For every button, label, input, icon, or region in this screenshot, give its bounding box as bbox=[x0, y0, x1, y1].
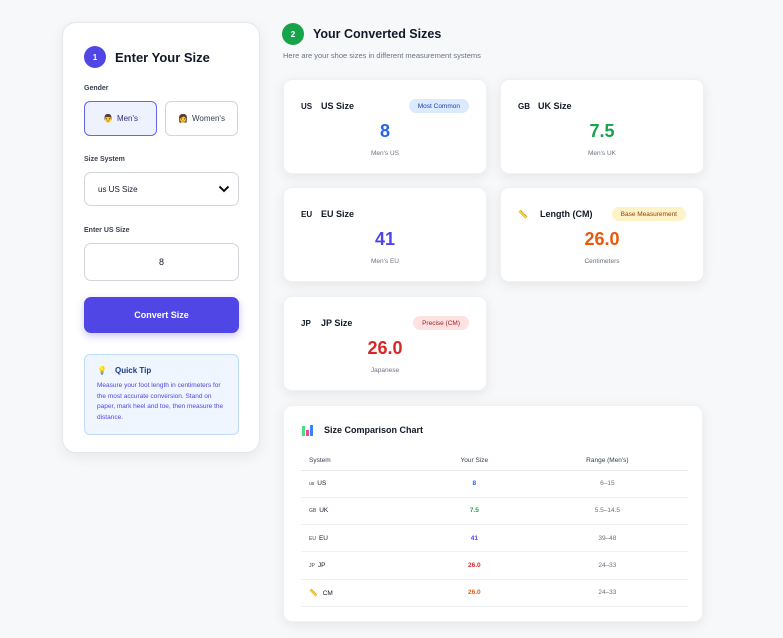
precise-cm-badge: Precise (CM) bbox=[413, 316, 469, 330]
results-title: Your Converted Sizes bbox=[313, 27, 442, 41]
gender-mens-button[interactable]: 👨 Men's bbox=[84, 101, 157, 136]
card-subtitle: Japanese bbox=[370, 367, 400, 374]
uk-size-card: GB UK Size 7.5 Men's UK bbox=[500, 79, 704, 174]
quick-tip-text: Measure your foot length in centimeters … bbox=[97, 382, 224, 421]
gender-womens-label: Women's bbox=[192, 114, 225, 123]
uk-size-value: 7.5 bbox=[589, 121, 615, 141]
card-subtitle: Men's US bbox=[371, 150, 399, 157]
us-size-value: 8 bbox=[379, 121, 390, 141]
input-panel-title: Enter Your Size bbox=[115, 49, 210, 65]
gender-womens-button[interactable]: 👩 Women's bbox=[165, 101, 238, 136]
card-subtitle: Centimeters bbox=[584, 258, 620, 265]
your-size-value: 26.0 bbox=[421, 551, 527, 580]
card-title: UK Size bbox=[538, 101, 572, 111]
size-input-label: Enter US Size bbox=[84, 227, 130, 234]
system-name: EU bbox=[318, 534, 328, 542]
gender-label: Gender bbox=[84, 85, 109, 92]
system-name: JP bbox=[317, 562, 326, 570]
card-title: EU Size bbox=[321, 209, 355, 219]
woman-icon: 👩 bbox=[178, 114, 188, 123]
results-header: 2 Your Converted Sizes bbox=[282, 22, 441, 46]
size-comparison-card: Size Comparison Chart System Your Size R… bbox=[283, 405, 703, 622]
column-header-system: System bbox=[301, 451, 422, 471]
jp-size-card: JP JP Size Precise (CM) 26.0 Japanese bbox=[283, 296, 487, 391]
table-row: EU EU 41 39–48 bbox=[301, 524, 688, 553]
your-size-value: 8 bbox=[421, 470, 527, 498]
column-header-your-size: Your Size bbox=[421, 451, 527, 471]
most-common-badge: Most Common bbox=[408, 99, 469, 113]
eu-flag-icon: EU bbox=[309, 535, 316, 542]
table-row: us US 8 6–15 bbox=[301, 470, 688, 498]
card-subtitle: Men's EU bbox=[371, 258, 399, 265]
us-size-card: US US Size Most Common 8 Men's US bbox=[283, 79, 487, 174]
eu-size-card: EU EU Size 41 Men's EU bbox=[283, 187, 487, 282]
card-title: Length (CM) bbox=[540, 209, 593, 219]
system-name: UK bbox=[319, 507, 329, 515]
eu-size-value: 41 bbox=[374, 229, 396, 249]
quick-tip-header: 💡 Quick Tip bbox=[97, 366, 226, 375]
table-row: 📏 CM 26.0 24–33 bbox=[301, 579, 688, 607]
size-system-value: us US Size bbox=[98, 184, 138, 194]
comparison-title: Size Comparison Chart bbox=[324, 425, 424, 435]
comparison-header: Size Comparison Chart bbox=[302, 424, 423, 436]
gender-mens-label: Men's bbox=[116, 114, 139, 123]
range-value: 39–48 bbox=[526, 524, 688, 553]
us-flag-icon: us bbox=[309, 481, 315, 488]
size-input-panel: 1 Enter Your Size Gender 👨 Men's 👩 Women… bbox=[62, 22, 260, 453]
quick-tip-title: Quick Tip bbox=[114, 366, 152, 375]
base-measurement-badge: Base Measurement bbox=[611, 207, 686, 221]
table-row: JP JP 26.0 24–33 bbox=[301, 551, 688, 580]
chevron-down-icon bbox=[218, 185, 230, 193]
man-icon: 👨 bbox=[102, 114, 113, 123]
size-input[interactable]: 8 bbox=[84, 243, 239, 281]
table-header-row: System Your Size Range (Men's) bbox=[301, 451, 688, 471]
size-system-label: Size System bbox=[84, 156, 125, 163]
input-panel-header: 1 Enter Your Size bbox=[84, 45, 238, 69]
range-value: 5.5–14.5 bbox=[526, 497, 688, 526]
comparison-table: System Your Size Range (Men's) us US 8 6–… bbox=[301, 451, 688, 607]
lightbulb-icon: 💡 bbox=[97, 366, 107, 375]
card-title: US Size bbox=[321, 101, 355, 111]
ruler-icon: 📏 bbox=[309, 589, 318, 597]
eu-flag-icon: EU bbox=[301, 209, 313, 219]
jp-flag-icon: JP bbox=[301, 318, 311, 328]
range-value: 24–33 bbox=[526, 579, 688, 607]
gb-flag-icon: GB bbox=[309, 508, 317, 515]
your-size-value: 7.5 bbox=[421, 497, 527, 526]
size-system-select[interactable]: us US Size bbox=[84, 172, 239, 206]
step-number-badge: 2 bbox=[282, 23, 304, 45]
results-subtitle: Here are your shoe sizes in different me… bbox=[283, 51, 481, 60]
your-size-value: 26.0 bbox=[421, 579, 527, 607]
system-name: CM bbox=[322, 589, 333, 597]
length-cm-value: 26.0 bbox=[584, 229, 620, 249]
card-subtitle: Men's UK bbox=[588, 150, 616, 157]
gender-selector: 👨 Men's 👩 Women's bbox=[84, 101, 238, 136]
your-size-value: 41 bbox=[421, 524, 527, 553]
jp-size-value: 26.0 bbox=[367, 338, 403, 358]
table-row: GB UK 7.5 5.5–14.5 bbox=[301, 497, 688, 526]
range-value: 24–33 bbox=[526, 551, 688, 580]
bar-chart-icon bbox=[302, 424, 314, 436]
system-name: US bbox=[317, 480, 327, 488]
card-title: JP Size bbox=[321, 318, 353, 328]
quick-tip-box: 💡 Quick Tip Measure your foot length in … bbox=[84, 354, 239, 435]
range-value: 6–15 bbox=[526, 470, 688, 498]
ruler-icon: 📏 bbox=[518, 209, 528, 219]
jp-flag-icon: JP bbox=[309, 563, 315, 570]
step-number-badge: 1 bbox=[84, 46, 106, 68]
us-flag-icon: US bbox=[301, 101, 313, 111]
convert-size-button[interactable]: Convert Size bbox=[84, 297, 239, 333]
column-header-range: Range (Men's) bbox=[526, 451, 688, 471]
length-cm-card: 📏 Length (CM) Base Measurement 26.0 Cent… bbox=[500, 187, 704, 282]
gb-flag-icon: GB bbox=[518, 101, 530, 111]
